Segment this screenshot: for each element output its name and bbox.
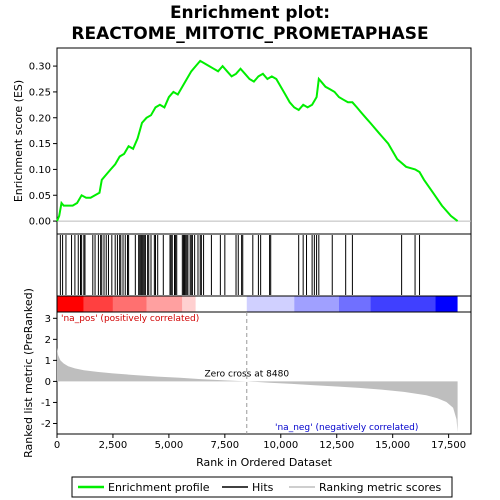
x-tick-label: 2,500 — [99, 440, 128, 451]
es-y-tick-label: 0.25 — [29, 87, 51, 98]
es-y-tick-label: 0.10 — [29, 165, 51, 176]
legend-item-label: Enrichment profile — [108, 481, 210, 494]
chart-title-line-2: REACTOME_MITOTIC_PROMETAPHASE — [71, 24, 428, 44]
pos-correlated-label: 'na_pos' (positively correlated) — [61, 314, 199, 324]
es-y-tick-label: 0.30 — [29, 62, 51, 73]
metric-y-axis: -2 -1 0 1 2 3 — [41, 314, 57, 430]
x-tick-label: 5,000 — [155, 440, 184, 451]
legend-item-label: Hits — [252, 481, 274, 494]
es-y-tick-label: 0.05 — [29, 191, 51, 202]
ranking-metric-area — [57, 347, 458, 432]
neg-correlated-label: 'na_neg' (negatively correlated) — [275, 423, 418, 433]
hit-markers — [59, 235, 421, 295]
legend-box — [71, 476, 453, 498]
metric-y-axis-label: Ranked list metric (PreRanked) — [22, 288, 35, 458]
ranking-color-bar — [57, 296, 458, 312]
enrichment-profile-line — [56, 59, 459, 222]
x-tick-label: 15,000 — [375, 440, 410, 451]
es-y-tick-label: 0.00 — [29, 217, 51, 228]
ranking-bar-segment — [182, 296, 196, 312]
x-tick-label: 0 — [54, 440, 60, 451]
ranking-bar-segment — [246, 296, 295, 312]
ranking-bar-segment — [83, 296, 113, 312]
metric-y-tick-label: 0 — [45, 377, 51, 388]
ranking-bar-segment — [195, 296, 247, 312]
ranking-bar-segment — [112, 296, 147, 312]
ranking-bar-segment — [435, 296, 458, 312]
x-tick-label: 7,500 — [211, 440, 240, 451]
x-axis-label: Rank in Ordered Dataset — [196, 456, 333, 469]
ranking-bar-segment — [57, 296, 84, 312]
ranking-bar-segment — [146, 296, 183, 312]
legend-item-label: Ranking metric scores — [319, 481, 441, 494]
ranking-bar-segment — [294, 296, 339, 312]
x-axis: 0 2,500 5,000 7,500 10,000 12,500 15,000 17,500 — [54, 434, 466, 451]
metric-y-tick-label: -2 — [41, 419, 51, 430]
ranking-bar-segment — [338, 296, 371, 312]
x-tick-label: 12,500 — [319, 440, 354, 451]
es-y-tick-label: 0.15 — [29, 139, 51, 150]
x-tick-label: 17,500 — [431, 440, 466, 451]
ranking-bar-segment — [370, 296, 436, 312]
metric-y-tick-label: 1 — [45, 356, 51, 367]
es-y-axis-label: Enrichment score (ES) — [12, 80, 25, 202]
es-y-tick-label: 0.20 — [29, 113, 51, 124]
zero-cross-label: Zero cross at 8480 — [204, 369, 289, 379]
x-tick-label: 10,000 — [263, 440, 298, 451]
legend: Enrichment profile Hits Ranking metric sco… — [78, 481, 441, 494]
metric-y-tick-label: 3 — [45, 314, 51, 325]
hits-panel-frame — [56, 233, 472, 297]
chart-title-line-1: Enrichment plot: — [170, 3, 330, 23]
metric-y-tick-label: -1 — [41, 398, 51, 409]
es-y-axis: 0.00 0.05 0.10 0.15 0.20 0.25 0.30 — [29, 62, 57, 228]
metric-y-tick-label: 2 — [45, 335, 51, 346]
